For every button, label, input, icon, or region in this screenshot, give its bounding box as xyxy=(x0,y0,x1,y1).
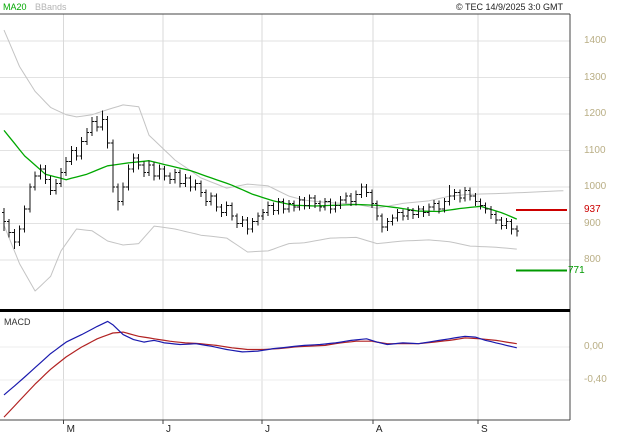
month-axis-tick-label: J xyxy=(264,424,270,435)
ma20-legend-label: MA20 xyxy=(3,2,27,12)
level-value-label: 937 xyxy=(584,203,601,215)
price-axis-tick-label: 1300 xyxy=(584,71,607,83)
price-axis-tick-label: 1400 xyxy=(584,35,607,46)
price-gridlines xyxy=(0,40,570,261)
month-axis-tick-label: J xyxy=(166,424,172,435)
bbands-legend-label: BBands xyxy=(35,2,67,12)
candlestick-series xyxy=(1,110,520,250)
price-axis-tick-label: 800 xyxy=(584,254,601,265)
month-gridlines xyxy=(63,14,479,424)
price-axis-tick-label: 900 xyxy=(584,217,601,229)
price-axis-tick-label: 1000 xyxy=(584,181,607,192)
panel-borders xyxy=(0,13,571,421)
month-axis-tick-label: A xyxy=(375,424,383,435)
macd-panel-label: MACD xyxy=(4,317,31,327)
bollinger-bands xyxy=(3,29,564,292)
macd-separator xyxy=(0,309,570,312)
macd-gridlines xyxy=(0,346,570,381)
month-axis-tick-label: S xyxy=(480,424,488,435)
level-value-label: 771 xyxy=(568,264,585,276)
macd-lines xyxy=(3,320,517,418)
macd-axis-tick-label: -0,40 xyxy=(584,374,607,385)
month-axis-tick-label: M xyxy=(66,424,75,435)
alert-level-lines xyxy=(516,208,567,272)
copyright-timestamp-label: © TEC 14/9/2025 3:0 GMT xyxy=(455,2,563,12)
ma20-line xyxy=(3,129,518,220)
price-axis-tick-label: 1100 xyxy=(584,144,606,156)
macd-axis-tick-label: 0,00 xyxy=(584,341,604,352)
price-axis-tick-label: 1200 xyxy=(584,108,607,119)
